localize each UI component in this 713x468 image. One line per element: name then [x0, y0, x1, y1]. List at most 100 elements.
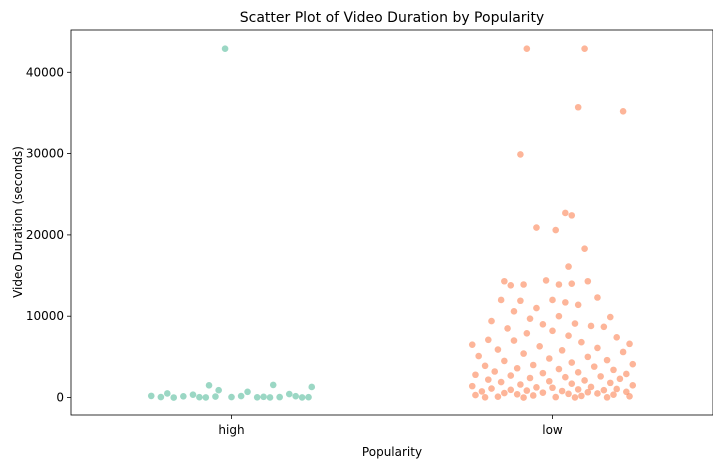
- point-low: [594, 344, 601, 352]
- point-low: [562, 299, 569, 306]
- point-low: [545, 355, 553, 362]
- point-low: [526, 374, 534, 382]
- point-low: [571, 394, 579, 401]
- point-high: [266, 394, 274, 401]
- y-tick-label: 40000: [26, 65, 64, 79]
- point-low: [578, 338, 585, 346]
- point-low: [565, 332, 572, 340]
- points-layer: [147, 45, 637, 401]
- point-low: [562, 373, 569, 381]
- point-low: [497, 378, 505, 386]
- point-low: [555, 365, 563, 373]
- point-high: [292, 392, 300, 400]
- point-low: [510, 337, 518, 344]
- point-high: [180, 392, 187, 400]
- point-low: [552, 393, 560, 401]
- point-high: [285, 390, 293, 398]
- point-low: [513, 364, 521, 372]
- point-low: [606, 379, 614, 387]
- point-low: [491, 368, 499, 375]
- point-low: [485, 336, 492, 344]
- point-high: [244, 388, 251, 396]
- point-low: [481, 393, 489, 401]
- point-low: [513, 390, 521, 398]
- point-low: [626, 340, 633, 348]
- point-high: [212, 393, 219, 400]
- point-low: [507, 372, 515, 379]
- point-low: [626, 392, 633, 400]
- point-low: [597, 373, 604, 380]
- point-low: [587, 322, 595, 330]
- point-low: [549, 327, 556, 335]
- point-low: [558, 347, 566, 354]
- point-low: [623, 370, 630, 378]
- point-low: [562, 209, 569, 217]
- point-low: [485, 376, 492, 383]
- point-low: [468, 382, 476, 390]
- point-low: [619, 108, 627, 115]
- x-tick-label-low: low: [542, 423, 563, 437]
- y-tick-label: 0: [56, 391, 64, 405]
- y-tick-label: 30000: [26, 147, 64, 161]
- plot-frame: [70, 29, 713, 416]
- point-high: [147, 392, 155, 400]
- point-low: [568, 212, 576, 219]
- point-low: [590, 363, 598, 370]
- point-low: [555, 312, 563, 320]
- point-high: [157, 393, 165, 401]
- point-low: [581, 45, 588, 53]
- point-low: [578, 392, 585, 400]
- point-low: [565, 263, 572, 270]
- point-low: [510, 308, 518, 315]
- point-low: [549, 296, 556, 304]
- point-low: [584, 388, 592, 396]
- point-low: [574, 301, 582, 309]
- chart-title: Scatter Plot of Video Duration by Popula…: [240, 10, 544, 26]
- point-low: [517, 381, 524, 388]
- point-high: [170, 394, 178, 401]
- point-low: [468, 341, 476, 348]
- point-low: [497, 296, 505, 304]
- point-low: [523, 45, 531, 53]
- point-low: [501, 389, 508, 397]
- point-low: [504, 325, 511, 332]
- y-axis-label: Video Duration (seconds): [11, 146, 25, 298]
- point-high: [228, 393, 235, 401]
- point-low: [584, 277, 592, 285]
- point-low: [494, 346, 502, 353]
- point-high: [260, 393, 267, 401]
- point-high: [196, 393, 203, 401]
- point-low: [629, 360, 637, 368]
- point-high: [215, 386, 222, 394]
- point-low: [568, 280, 576, 287]
- point-high: [205, 382, 213, 389]
- point-low: [533, 224, 540, 231]
- point-low: [472, 391, 479, 399]
- point-low: [613, 385, 620, 393]
- point-low: [533, 304, 540, 312]
- point-low: [571, 320, 579, 327]
- point-low: [501, 277, 508, 285]
- point-low: [600, 323, 608, 331]
- point-low: [606, 313, 614, 321]
- y-tick-label: 10000: [26, 309, 64, 323]
- point-low: [603, 394, 611, 401]
- point-low: [539, 369, 547, 377]
- x-axis: high low: [218, 415, 563, 437]
- y-axis: 0 10000 20000 30000 40000: [26, 65, 71, 405]
- point-low: [517, 151, 524, 158]
- point-low: [568, 359, 576, 366]
- point-low: [523, 387, 531, 394]
- point-low: [629, 382, 637, 389]
- point-high: [298, 394, 306, 401]
- point-low: [494, 393, 502, 401]
- point-low: [507, 282, 515, 289]
- point-high: [221, 45, 229, 53]
- point-high: [164, 390, 171, 397]
- point-low: [501, 357, 508, 365]
- point-low: [529, 392, 537, 399]
- point-high: [305, 393, 312, 401]
- point-low: [488, 385, 495, 392]
- point-high: [237, 392, 245, 400]
